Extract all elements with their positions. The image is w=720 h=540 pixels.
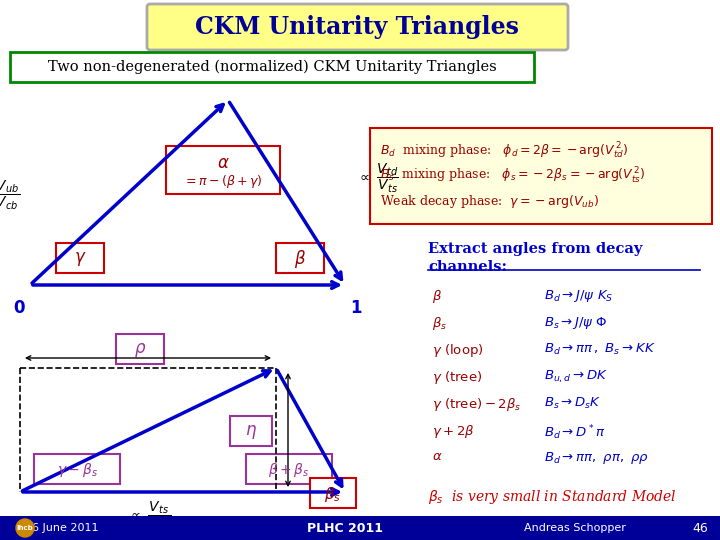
Text: $B_d \rightarrow D^*\pi$: $B_d \rightarrow D^*\pi$	[544, 423, 606, 442]
Text: $B_d \rightarrow \pi\pi\,,\ B_s \rightarrow KK$: $B_d \rightarrow \pi\pi\,,\ B_s \rightar…	[544, 342, 656, 357]
FancyBboxPatch shape	[276, 243, 324, 273]
Text: $B_d \rightarrow J/\psi\ K_S$: $B_d \rightarrow J/\psi\ K_S$	[544, 288, 613, 304]
Text: $\beta_s$: $\beta_s$	[325, 484, 341, 503]
Bar	[0, 516, 720, 540]
Text: 0: 0	[14, 299, 25, 317]
FancyBboxPatch shape	[34, 454, 120, 484]
Text: $\propto\ \dfrac{V_{ts}}{V_{cb}}$: $\propto\ \dfrac{V_{ts}}{V_{cb}}$	[128, 500, 171, 532]
Text: Weak decay phase:  $\gamma = -\mathrm{arg}(V_{ub})$: Weak decay phase: $\gamma = -\mathrm{arg…	[380, 192, 599, 210]
Text: $=\pi-(\beta+\gamma)$: $=\pi-(\beta+\gamma)$	[183, 173, 263, 191]
FancyBboxPatch shape	[370, 128, 712, 224]
Text: $B_{u,d} \rightarrow DK$: $B_{u,d} \rightarrow DK$	[544, 369, 608, 386]
Text: PLHC 2011: PLHC 2011	[307, 522, 383, 535]
FancyBboxPatch shape	[166, 146, 280, 194]
Text: $B_s\ $ mixing phase:   $\phi_s = -2\beta_s = -\mathrm{arg}(V_{ts}^{\,2})$: $B_s\ $ mixing phase: $\phi_s = -2\beta_…	[380, 166, 646, 186]
Text: $\gamma$: $\gamma$	[73, 250, 86, 268]
Text: $B_s \rightarrow J/\psi\ \Phi$: $B_s \rightarrow J/\psi\ \Phi$	[544, 315, 608, 331]
Text: $\beta_s$: $\beta_s$	[432, 315, 447, 332]
FancyBboxPatch shape	[310, 478, 356, 508]
Text: CKM Unitarity Triangles: CKM Unitarity Triangles	[195, 15, 519, 39]
Text: $\beta$: $\beta$	[294, 248, 306, 270]
FancyBboxPatch shape	[116, 334, 164, 364]
Text: Two non-degenerated (normalized) CKM Unitarity Triangles: Two non-degenerated (normalized) CKM Uni…	[48, 60, 496, 74]
Text: $\gamma+2\beta$: $\gamma+2\beta$	[432, 423, 474, 440]
Text: 6 June 2011: 6 June 2011	[32, 523, 98, 533]
Text: $\gamma\ \mathrm{(tree)}$: $\gamma\ \mathrm{(tree)}$	[432, 369, 482, 386]
Text: 1: 1	[350, 299, 361, 317]
Text: $\beta+\beta_s$: $\beta+\beta_s$	[268, 461, 310, 479]
Text: lhcb: lhcb	[17, 525, 33, 531]
Text: $\gamma\ \mathrm{(loop)}$: $\gamma\ \mathrm{(loop)}$	[432, 342, 484, 359]
Text: $\alpha$: $\alpha$	[217, 154, 230, 172]
FancyBboxPatch shape	[10, 52, 534, 82]
Text: $\alpha$: $\alpha$	[432, 450, 443, 463]
Text: Andreas Schopper: Andreas Schopper	[524, 523, 626, 533]
Text: 46: 46	[692, 522, 708, 535]
FancyBboxPatch shape	[56, 243, 104, 273]
FancyBboxPatch shape	[230, 416, 272, 446]
Text: $\gamma-\beta_s$: $\gamma-\beta_s$	[56, 461, 97, 479]
Text: $B_s \rightarrow D_s K$: $B_s \rightarrow D_s K$	[544, 396, 601, 411]
Text: $B_d\ $ mixing phase:   $\phi_d = 2\beta = -\mathrm{arg}(V_{td}^{\,2})$: $B_d\ $ mixing phase: $\phi_d = 2\beta =…	[380, 141, 629, 161]
Text: $\beta$: $\beta$	[432, 288, 442, 305]
Text: $B_d \rightarrow \pi\pi,\ \rho\pi,\ \rho\rho$: $B_d \rightarrow \pi\pi,\ \rho\pi,\ \rho…	[544, 450, 649, 466]
Text: $\propto\ \dfrac{V_{td}}{V_{ts}}$: $\propto\ \dfrac{V_{td}}{V_{ts}}$	[357, 161, 399, 194]
Circle shape	[16, 519, 34, 537]
Text: $\propto\ \dfrac{V_{ub}}{V_{cb}}$: $\propto\ \dfrac{V_{ub}}{V_{cb}}$	[0, 178, 20, 212]
Text: $\rho$: $\rho$	[134, 341, 146, 359]
Text: $\gamma\ \mathrm{(tree)}-2\beta_s$: $\gamma\ \mathrm{(tree)}-2\beta_s$	[432, 396, 521, 413]
Text: $\beta_s\ $ is very small in Standard Model: $\beta_s\ $ is very small in Standard Mo…	[428, 488, 677, 506]
FancyBboxPatch shape	[147, 4, 568, 50]
Text: Extract angles from decay
channels:: Extract angles from decay channels:	[428, 242, 642, 274]
Text: $\eta$: $\eta$	[245, 423, 257, 441]
FancyBboxPatch shape	[246, 454, 332, 484]
